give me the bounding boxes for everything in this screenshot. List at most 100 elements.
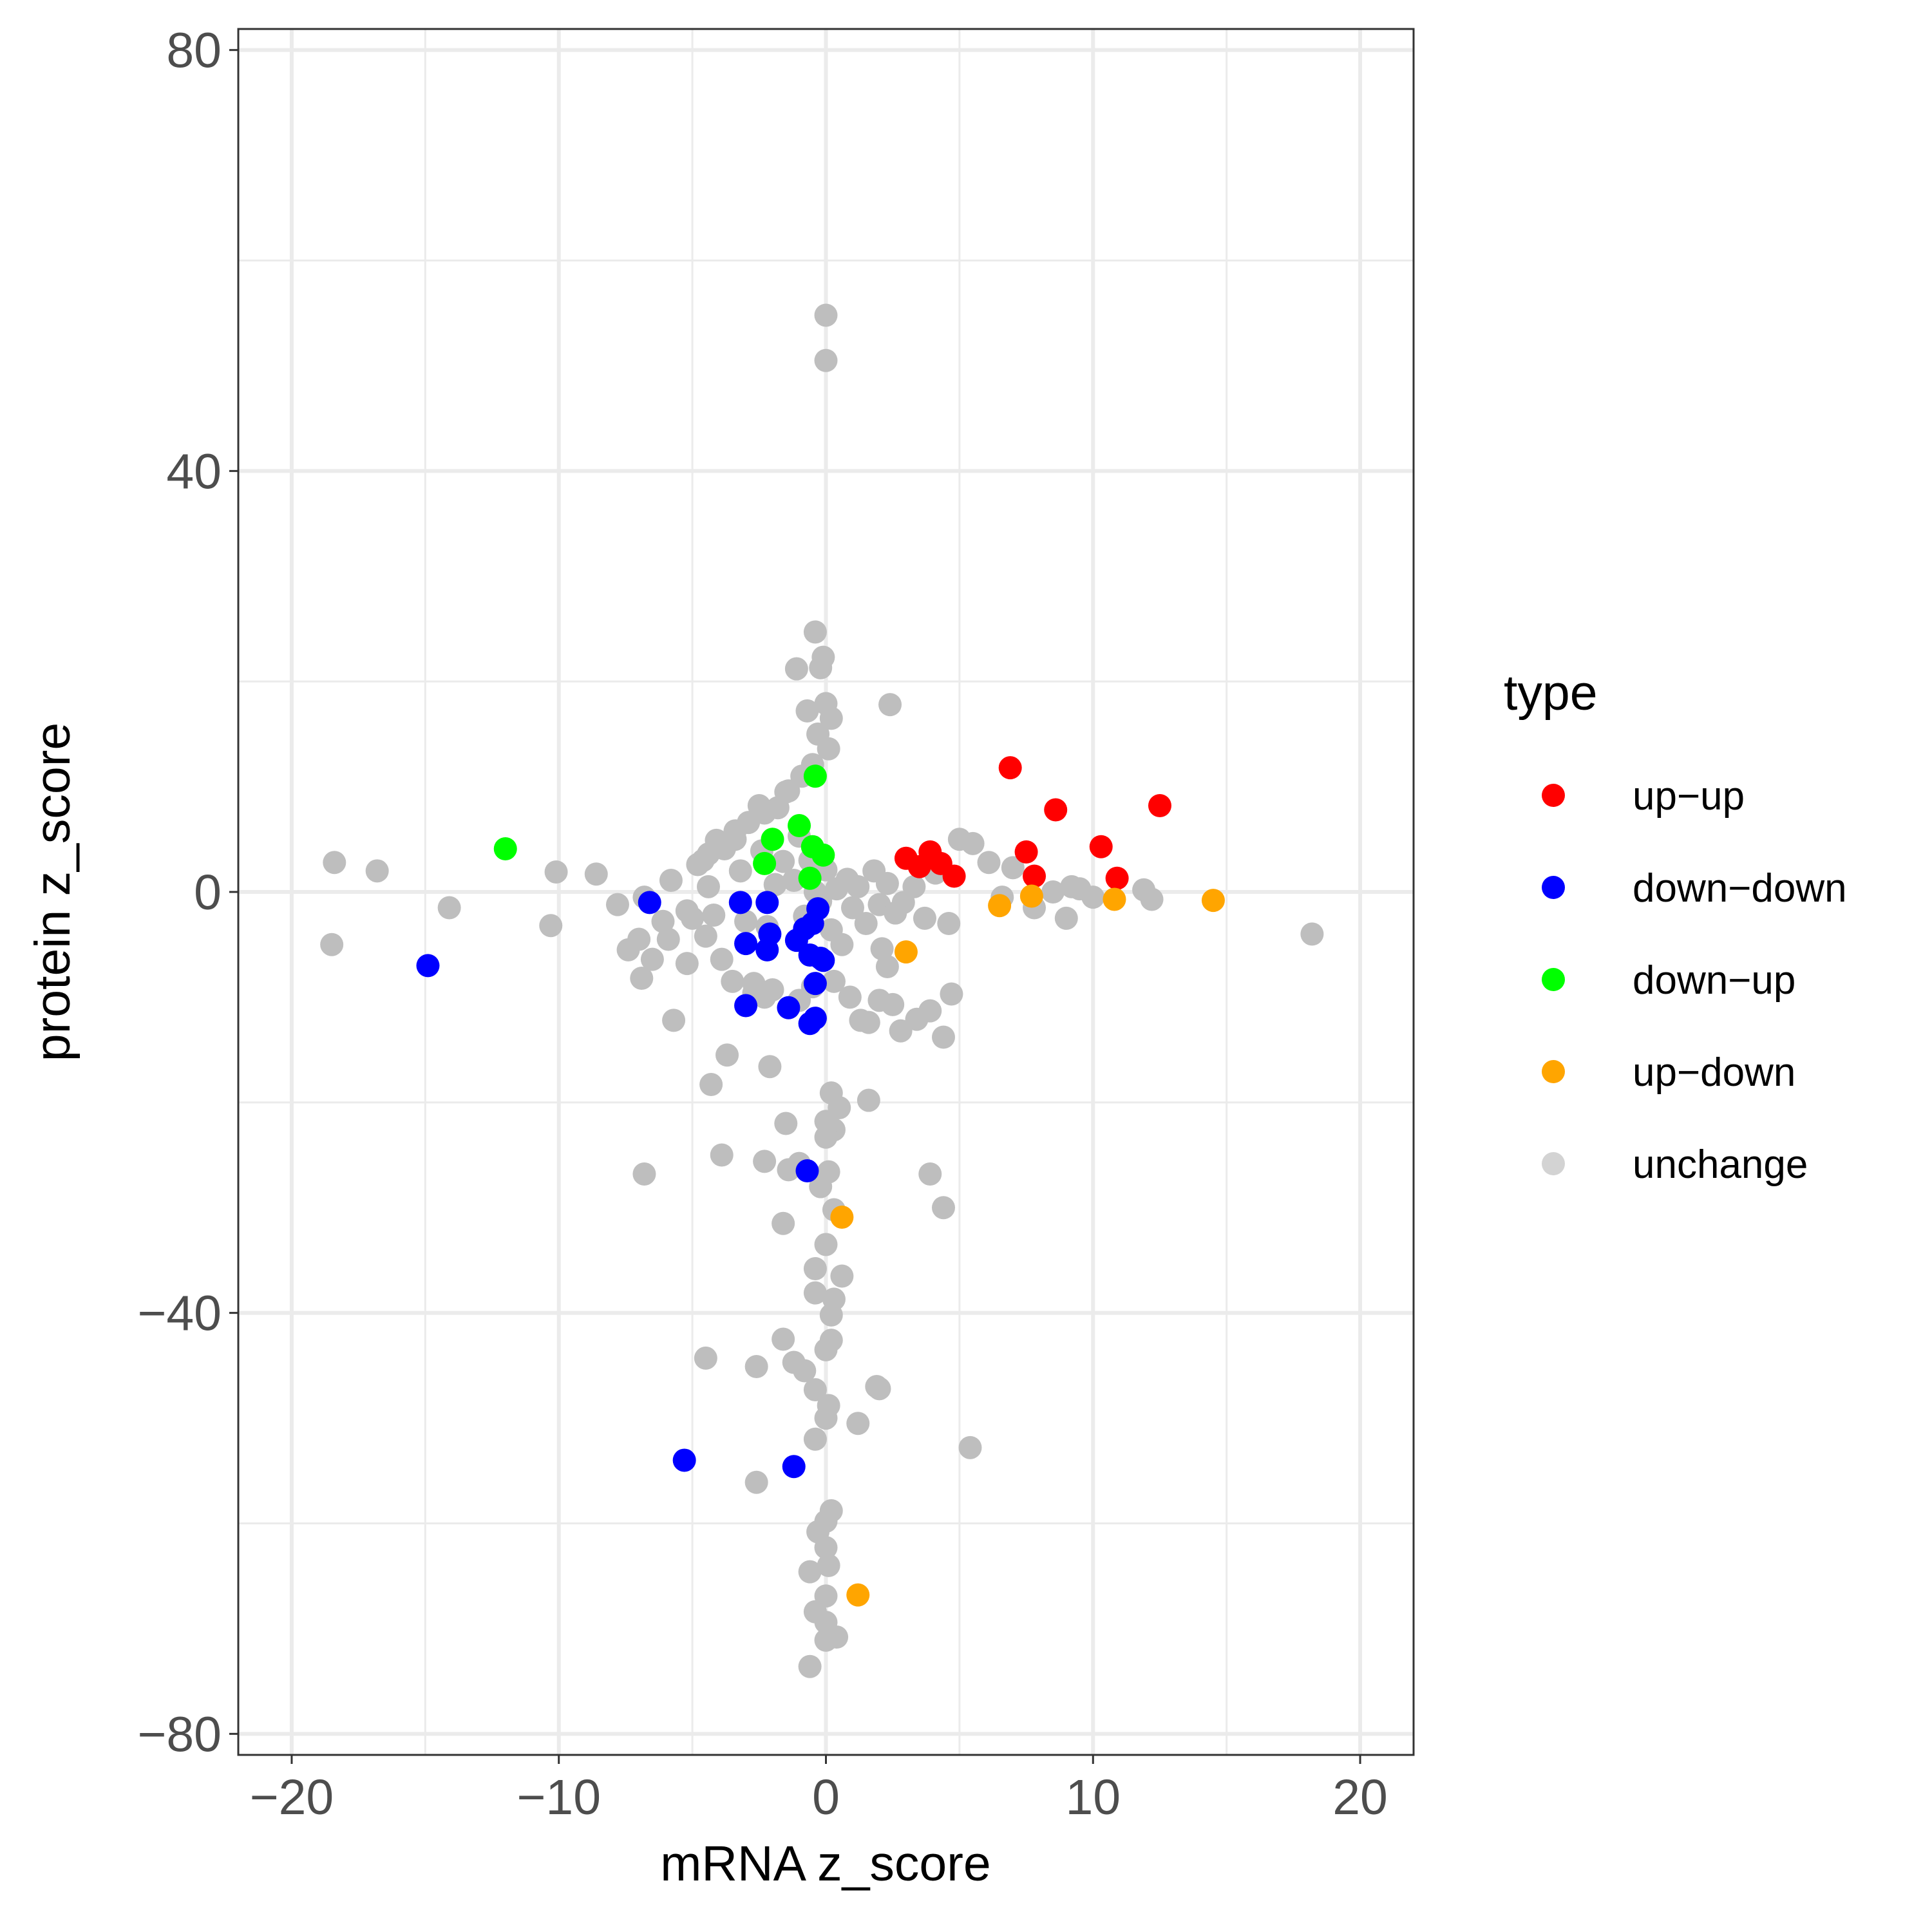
data-points	[320, 303, 1324, 1678]
point-unchange	[875, 955, 899, 979]
point-up-down	[1201, 889, 1225, 913]
point-unchange	[320, 933, 344, 956]
point-down-up	[803, 764, 827, 788]
point-down-down	[755, 938, 779, 961]
x-tick-label: −10	[516, 1770, 601, 1825]
y-axis-title: protein z_score	[25, 723, 80, 1061]
point-down-down	[638, 891, 661, 914]
point-unchange	[867, 1377, 891, 1401]
point-unchange	[437, 896, 461, 920]
point-up-down	[894, 940, 918, 964]
point-unchange	[365, 859, 389, 883]
point-unchange	[761, 978, 784, 1001]
point-down-up	[788, 814, 811, 838]
point-up-down	[1103, 887, 1126, 911]
point-unchange	[662, 1009, 686, 1032]
point-unchange	[814, 1536, 838, 1560]
point-up-up	[942, 864, 966, 888]
point-unchange	[913, 906, 936, 930]
point-unchange	[744, 1355, 768, 1378]
point-unchange	[627, 927, 651, 951]
point-unchange	[902, 875, 926, 898]
legend-label: up−up	[1633, 774, 1745, 819]
x-axis: −20 −10 0 10 20	[250, 1755, 1388, 1825]
point-unchange	[857, 1088, 880, 1112]
point-unchange	[723, 819, 747, 843]
point-unchange	[977, 851, 1001, 875]
point-unchange	[932, 1025, 955, 1049]
point-unchange	[774, 1112, 798, 1135]
x-tick-label: −20	[250, 1770, 334, 1825]
legend-item: up−up	[1542, 774, 1745, 819]
point-unchange	[632, 1162, 656, 1186]
legend-label: down−up	[1633, 958, 1795, 1003]
legend-item: up−down	[1542, 1050, 1795, 1095]
point-up-up	[1148, 794, 1171, 817]
point-unchange	[702, 903, 726, 927]
legend-item: down−up	[1542, 958, 1795, 1003]
point-unchange	[539, 914, 563, 938]
x-tick-label: 0	[812, 1770, 840, 1825]
legend-marker	[1542, 1152, 1565, 1175]
point-unchange	[640, 947, 664, 971]
point-unchange	[814, 1338, 838, 1361]
point-unchange	[803, 620, 827, 644]
point-down-down	[416, 954, 440, 978]
legend-item: unchange	[1542, 1142, 1808, 1187]
point-unchange	[715, 1043, 739, 1067]
point-down-down	[793, 917, 817, 941]
point-unchange	[710, 1143, 734, 1167]
point-unchange	[772, 1327, 795, 1351]
point-unchange	[803, 1281, 827, 1305]
legend-marker	[1542, 1060, 1565, 1083]
point-unchange	[830, 933, 854, 956]
point-unchange	[958, 1435, 982, 1459]
point-unchange	[838, 985, 862, 1009]
point-unchange	[798, 1654, 822, 1678]
point-unchange	[1041, 880, 1065, 904]
point-unchange	[878, 693, 902, 717]
point-unchange	[803, 1257, 827, 1281]
x-tick-label: 10	[1065, 1770, 1121, 1825]
point-up-down	[1019, 884, 1043, 908]
point-down-down	[777, 996, 800, 1019]
point-unchange	[675, 899, 699, 923]
point-unchange	[875, 871, 899, 895]
point-unchange	[846, 1412, 870, 1435]
legend-items: up−up down−down down−up up−down unchange	[1542, 774, 1847, 1187]
point-unchange	[1001, 856, 1025, 880]
point-unchange	[918, 999, 942, 1023]
point-unchange	[772, 849, 795, 873]
point-up-down	[830, 1205, 854, 1229]
point-unchange	[753, 1150, 777, 1173]
point-unchange	[605, 893, 629, 916]
point-unchange	[710, 947, 734, 971]
point-unchange	[809, 1175, 833, 1198]
point-unchange	[881, 992, 905, 1016]
point-unchange	[814, 1233, 838, 1256]
point-down-down	[728, 891, 752, 914]
point-up-up	[1014, 840, 1038, 864]
point-unchange	[814, 1628, 838, 1652]
point-up-up	[1023, 864, 1046, 888]
point-up-down	[846, 1583, 870, 1607]
point-up-up	[1105, 866, 1129, 890]
point-down-up	[753, 851, 777, 875]
point-down-down	[734, 994, 758, 1018]
y-tick-label: 0	[194, 865, 222, 920]
point-down-down	[734, 932, 758, 956]
x-axis-title: mRNA z_score	[660, 1836, 990, 1891]
point-unchange	[817, 1553, 840, 1577]
y-axis: −80 −40 0 40 80	[137, 23, 238, 1762]
point-unchange	[699, 1073, 723, 1097]
x-tick-label: 20	[1332, 1770, 1388, 1825]
point-unchange	[803, 1427, 827, 1451]
point-unchange	[323, 851, 346, 875]
point-down-up	[811, 843, 835, 867]
point-down-down	[803, 972, 827, 996]
point-unchange	[734, 909, 758, 933]
point-unchange	[803, 1378, 827, 1401]
point-down-down	[755, 891, 779, 914]
point-unchange	[784, 657, 808, 681]
